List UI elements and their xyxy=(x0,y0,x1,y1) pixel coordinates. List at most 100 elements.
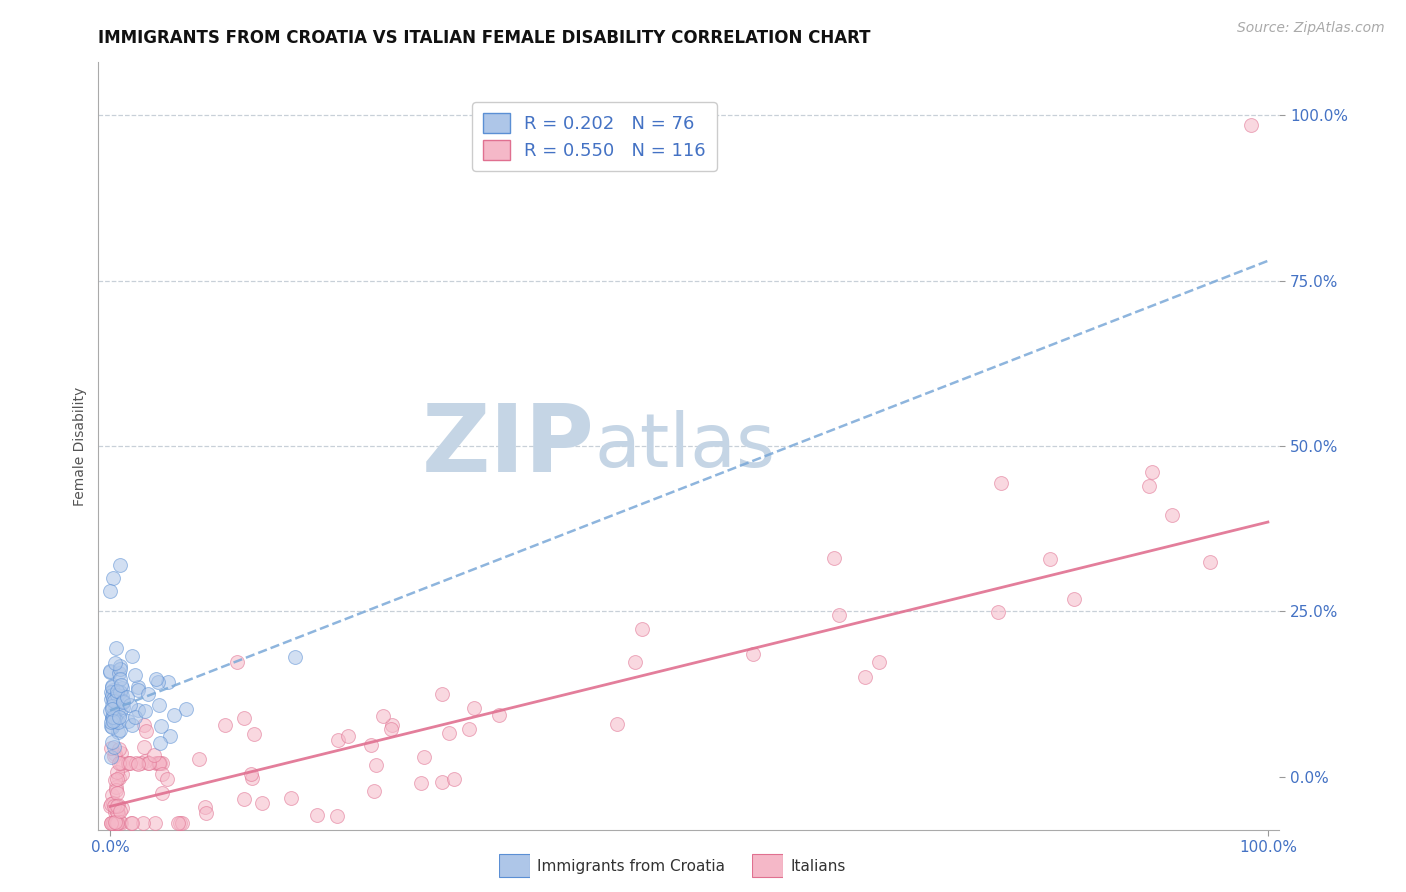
Point xyxy=(363,784,385,798)
Point xyxy=(110,684,132,698)
Point xyxy=(108,804,131,818)
Point xyxy=(101,692,124,706)
Point xyxy=(174,702,197,716)
Point xyxy=(432,687,454,701)
Point xyxy=(101,571,124,585)
Text: IMMIGRANTS FROM CROATIA VS ITALIAN FEMALE DISABILITY CORRELATION CHART: IMMIGRANTS FROM CROATIA VS ITALIAN FEMAL… xyxy=(98,29,870,47)
Point xyxy=(143,747,166,762)
Point xyxy=(606,717,628,731)
Point xyxy=(103,707,125,722)
Point xyxy=(823,550,845,565)
Point xyxy=(148,756,170,771)
Point xyxy=(107,771,129,785)
Point xyxy=(100,711,122,725)
Point xyxy=(100,816,122,830)
Point xyxy=(105,688,128,702)
Point xyxy=(105,780,128,795)
Point xyxy=(98,664,121,678)
Point xyxy=(305,808,328,822)
Point xyxy=(101,714,124,728)
Point xyxy=(159,729,181,743)
Point xyxy=(163,708,186,723)
Point xyxy=(167,816,190,830)
Text: Source: ZipAtlas.com: Source: ZipAtlas.com xyxy=(1237,21,1385,35)
Point xyxy=(232,711,254,725)
Point xyxy=(104,814,127,829)
Point xyxy=(107,715,129,730)
Point xyxy=(337,729,360,743)
Point xyxy=(1039,552,1062,566)
Point xyxy=(111,757,134,772)
Point xyxy=(100,692,122,706)
Point xyxy=(103,799,125,814)
Point xyxy=(741,647,763,661)
Point xyxy=(149,719,172,733)
Point xyxy=(117,756,139,771)
Point xyxy=(108,742,131,756)
Point xyxy=(108,672,131,686)
Point xyxy=(107,724,129,739)
Point xyxy=(103,694,125,708)
Point xyxy=(132,718,155,732)
Point xyxy=(853,670,876,684)
Point xyxy=(118,698,141,712)
Text: Italians: Italians xyxy=(790,859,845,873)
Point xyxy=(132,740,155,755)
Point xyxy=(98,665,121,680)
Point xyxy=(412,749,434,764)
Point xyxy=(463,701,485,715)
Point xyxy=(112,699,135,714)
Point xyxy=(121,648,143,663)
Point xyxy=(111,693,134,707)
Point xyxy=(111,801,134,815)
Point xyxy=(145,756,167,771)
Text: atlas: atlas xyxy=(595,409,776,483)
Point xyxy=(107,798,129,813)
Point xyxy=(134,754,156,768)
Point xyxy=(127,703,149,717)
Point xyxy=(103,816,125,830)
Point xyxy=(987,605,1010,619)
Point xyxy=(148,756,170,771)
Point xyxy=(631,622,654,636)
Point xyxy=(108,709,131,723)
Point xyxy=(101,735,124,749)
Point xyxy=(103,707,125,722)
Point xyxy=(169,816,191,830)
Point xyxy=(98,704,121,718)
Point xyxy=(100,816,122,830)
Point xyxy=(103,749,125,764)
Point xyxy=(104,747,127,761)
Point xyxy=(117,714,139,728)
Point xyxy=(326,808,349,822)
Point xyxy=(127,683,149,698)
Point xyxy=(143,816,166,830)
Point xyxy=(101,698,124,713)
Point xyxy=(100,719,122,733)
Point xyxy=(100,715,122,730)
Point xyxy=(115,690,138,704)
Point xyxy=(111,681,134,695)
Point xyxy=(103,698,125,713)
Point xyxy=(105,714,128,728)
Point xyxy=(107,765,129,780)
Point xyxy=(488,707,510,722)
Point xyxy=(150,786,173,800)
Point xyxy=(101,688,124,702)
Point xyxy=(104,783,127,797)
Point xyxy=(1161,508,1184,522)
Point xyxy=(326,733,349,747)
Point xyxy=(146,675,169,690)
Point xyxy=(108,756,131,771)
Point xyxy=(250,797,273,811)
Point xyxy=(98,798,121,813)
Point xyxy=(107,816,129,830)
Point xyxy=(103,711,125,725)
Point xyxy=(284,650,307,665)
Point xyxy=(121,717,143,731)
Point xyxy=(100,685,122,699)
Point xyxy=(108,558,131,572)
Point xyxy=(443,772,465,786)
Point xyxy=(104,692,127,706)
Point xyxy=(100,741,122,756)
